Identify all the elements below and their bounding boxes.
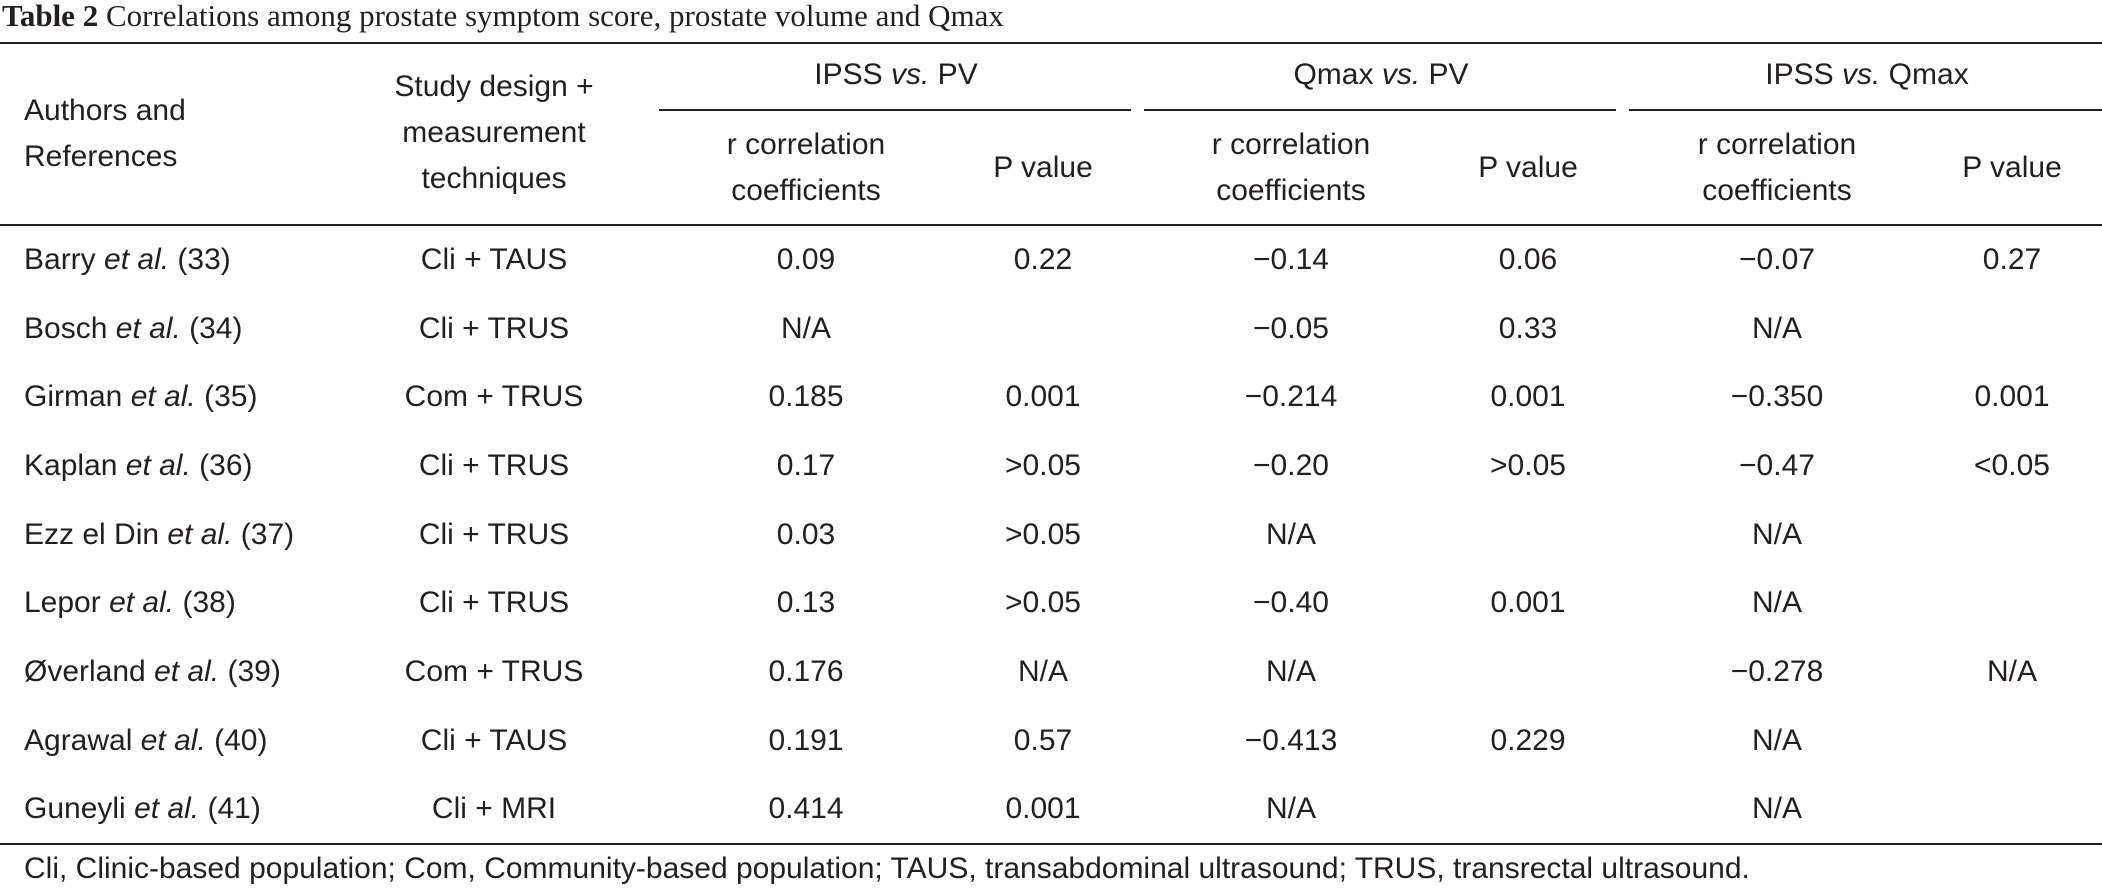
p-qmax-pv-cell: >0.05: [1490, 449, 1566, 482]
design-cell: Cli + TRUS: [418, 312, 570, 345]
author-cell: Ezz el Din et al. (37): [24, 518, 295, 551]
author-cell: Girman et al. (35): [24, 380, 258, 413]
p-ipss-pv-cell: >0.05: [1005, 586, 1081, 619]
p-qmax-pv-cell: 0.229: [1490, 724, 1566, 757]
p-qmax-pv-cell: 0.06: [1498, 243, 1558, 276]
r-qmax-pv-cell: −0.413: [1244, 724, 1338, 757]
header-group-ipss-vs-pv: IPSS vs. PV: [814, 58, 978, 91]
r-qmax-pv-cell: N/A: [1265, 792, 1317, 825]
p-ipss-qmax-cell: N/A: [1986, 655, 2038, 688]
r-qmax-pv-cell: −0.05: [1253, 312, 1329, 345]
design-cell: Com + TRUS: [404, 380, 584, 413]
top-rule: [0, 42, 2102, 44]
r-ipss-pv-cell: 0.176: [768, 655, 844, 688]
author-cell: Øverland et al. (39): [24, 655, 281, 688]
bottom-rule: [0, 843, 2102, 845]
r-ipss-pv-cell: 0.185: [768, 380, 844, 413]
r-ipss-pv-cell: 0.191: [768, 724, 844, 757]
r-ipss-qmax-cell: N/A: [1751, 724, 1803, 757]
header-r-coefficient: r correlation coefficients: [726, 128, 886, 207]
p-ipss-qmax-cell: 0.27: [1982, 243, 2042, 276]
p-ipss-pv-cell: 0.57: [1013, 724, 1073, 757]
header-r-coefficient: r correlation coefficients: [1697, 128, 1857, 207]
r-ipss-pv-cell: 0.13: [776, 586, 836, 619]
r-qmax-pv-cell: N/A: [1265, 655, 1317, 688]
design-cell: Cli + TRUS: [418, 449, 570, 482]
r-ipss-qmax-cell: −0.47: [1739, 449, 1815, 482]
table-footnote: Cli, Clinic-based population; Com, Commu…: [24, 852, 1750, 885]
design-cell: Cli + TAUS: [420, 243, 568, 276]
r-qmax-pv-cell: −0.20: [1253, 449, 1329, 482]
design-cell: Cli + TRUS: [418, 518, 570, 551]
p-ipss-pv-cell: 0.001: [1005, 792, 1081, 825]
r-ipss-qmax-cell: N/A: [1751, 518, 1803, 551]
p-qmax-pv-cell: 0.33: [1498, 312, 1558, 345]
p-ipss-pv-cell: >0.05: [1005, 449, 1081, 482]
table-caption-text: Correlations among prostate symptom scor…: [105, 0, 1004, 33]
r-ipss-pv-cell: 0.17: [776, 449, 836, 482]
r-qmax-pv-cell: N/A: [1265, 518, 1317, 551]
header-r-coefficient: r correlation coefficients: [1211, 128, 1371, 207]
r-ipss-qmax-cell: −0.278: [1730, 655, 1824, 688]
p-ipss-pv-cell: 0.22: [1013, 243, 1073, 276]
r-qmax-pv-cell: −0.14: [1253, 243, 1329, 276]
r-ipss-qmax-cell: −0.07: [1739, 243, 1815, 276]
p-ipss-pv-cell: N/A: [1017, 655, 1069, 688]
table-caption-label: Table 2: [2, 0, 99, 33]
p-qmax-pv-cell: 0.001: [1490, 586, 1566, 619]
author-cell: Kaplan et al. (36): [24, 449, 253, 482]
author-cell: Barry et al. (33): [24, 243, 231, 276]
r-ipss-pv-cell: 0.03: [776, 518, 836, 551]
r-qmax-pv-cell: −0.40: [1253, 586, 1329, 619]
table-caption: Table 2 Correlations among prostate symp…: [2, 0, 1004, 32]
author-cell: Guneyli et al. (41): [24, 792, 261, 825]
p-qmax-pv-cell: 0.001: [1490, 380, 1566, 413]
design-cell: Com + TRUS: [404, 655, 584, 688]
design-cell: Cli + TAUS: [420, 724, 568, 757]
author-cell: Lepor et al. (38): [24, 586, 236, 619]
r-qmax-pv-cell: −0.214: [1244, 380, 1338, 413]
r-ipss-qmax-cell: −0.350: [1730, 380, 1824, 413]
r-ipss-qmax-cell: N/A: [1751, 312, 1803, 345]
author-cell: Agrawal et al. (40): [24, 724, 268, 757]
r-ipss-pv-cell: 0.414: [768, 792, 844, 825]
design-cell: Cli + TRUS: [418, 586, 570, 619]
p-ipss-qmax-cell: 0.001: [1974, 380, 2050, 413]
r-ipss-qmax-cell: N/A: [1751, 792, 1803, 825]
header-rule: [0, 224, 2102, 226]
r-ipss-qmax-cell: N/A: [1751, 586, 1803, 619]
header-authors: Authors and References: [24, 94, 186, 173]
group-rule-ipss-qmax: [1629, 109, 2102, 111]
author-cell: Bosch et al. (34): [24, 312, 243, 345]
header-p-value: P value: [1478, 151, 1578, 184]
design-cell: Cli + MRI: [431, 792, 557, 825]
r-ipss-pv-cell: N/A: [780, 312, 832, 345]
p-ipss-pv-cell: 0.001: [1005, 380, 1081, 413]
group-rule-qmax-pv: [1144, 109, 1616, 111]
p-ipss-qmax-cell: <0.05: [1974, 449, 2050, 482]
header-group-ipss-vs-qmax: IPSS vs. Qmax: [1765, 58, 1969, 91]
header-study-design: Study design + measurement techniques: [394, 70, 594, 195]
header-group-qmax-vs-pv: Qmax vs. PV: [1293, 58, 1469, 91]
header-p-value: P value: [993, 151, 1093, 184]
header-p-value: P value: [1962, 151, 2062, 184]
r-ipss-pv-cell: 0.09: [776, 243, 836, 276]
p-ipss-pv-cell: >0.05: [1005, 518, 1081, 551]
group-rule-ipss-pv: [659, 109, 1131, 111]
